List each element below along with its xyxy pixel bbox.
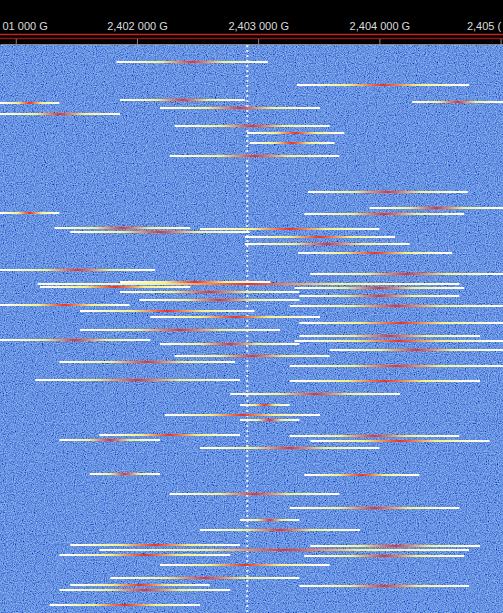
burst (170, 493, 340, 495)
burst (299, 585, 469, 587)
burst (290, 365, 503, 367)
burst (150, 316, 320, 318)
burst (290, 305, 503, 307)
burst (59, 589, 230, 591)
burst (297, 84, 469, 86)
tick-label: 01 000 G (3, 20, 48, 32)
burst (90, 473, 160, 475)
burst (160, 107, 320, 109)
burst (290, 380, 480, 382)
burst (80, 310, 255, 312)
burst (50, 604, 200, 606)
burst (160, 343, 299, 345)
burst (0, 102, 59, 104)
burst (304, 474, 419, 476)
burst (298, 252, 452, 254)
burst (38, 283, 460, 285)
burst (35, 379, 240, 381)
burst (304, 555, 464, 557)
burst (299, 322, 503, 324)
burst (247, 132, 344, 134)
burst (59, 554, 230, 556)
burst (120, 99, 245, 101)
range-bar (0, 38, 503, 40)
tick: 01 000 G (3, 20, 48, 44)
burst (99, 549, 469, 551)
burst (175, 125, 330, 127)
burst (295, 340, 503, 342)
burst (304, 213, 464, 215)
burst (290, 435, 460, 437)
burst (139, 299, 299, 301)
burst (295, 287, 465, 289)
burst (290, 507, 460, 509)
tick-label: 2,405 ( (467, 20, 502, 32)
burst (299, 295, 459, 297)
burst (230, 393, 400, 395)
burst (330, 349, 503, 351)
burst (116, 61, 268, 63)
burst (200, 228, 379, 230)
burst (160, 564, 330, 566)
burst (240, 419, 299, 421)
burst (240, 404, 290, 406)
burst (0, 304, 130, 306)
tick-label: 2,404 000 G (350, 20, 411, 32)
burst (250, 142, 335, 144)
burst (0, 269, 155, 271)
burst (245, 243, 410, 245)
burst (245, 236, 395, 238)
burst (55, 227, 191, 229)
burst (240, 519, 299, 521)
tick-label: 2,403 000 G (228, 20, 289, 32)
tick-mark (16, 39, 17, 44)
burst (308, 191, 468, 193)
tick-label: 2,402 000 G (107, 20, 168, 32)
tick: 2,405 ( (467, 20, 502, 44)
burst (299, 335, 480, 337)
burst (0, 212, 59, 214)
header (0, 0, 503, 45)
x-axis: 01 000 G 2,402 000 G 2,403 000 G 2,404 000 … (1, 20, 503, 45)
tick: 2,402 000 G (107, 20, 168, 44)
burst (80, 329, 280, 331)
burst (175, 355, 330, 357)
burst (120, 281, 270, 283)
burst (200, 529, 360, 531)
burst (200, 447, 379, 449)
burst (0, 113, 120, 115)
burst (120, 291, 299, 293)
plot-area (0, 45, 503, 613)
burst (170, 155, 340, 157)
burst (0, 339, 150, 341)
burst (110, 577, 299, 579)
tick-mark (379, 39, 380, 44)
tick-mark (258, 39, 259, 44)
tick-mark (501, 39, 502, 44)
tick-mark (137, 39, 138, 44)
burst (70, 544, 240, 546)
burst (310, 440, 489, 442)
burst (310, 273, 503, 275)
burst (70, 231, 249, 233)
burst (59, 361, 235, 363)
tick: 2,403 000 G (228, 20, 289, 44)
noise (0, 45, 503, 613)
burst (99, 434, 240, 436)
background (0, 45, 503, 613)
burst (412, 101, 503, 103)
burst (40, 286, 190, 288)
axis-line (1, 44, 503, 45)
burst (165, 414, 320, 416)
burst (310, 545, 480, 547)
tick: 2,404 000 G (350, 20, 411, 44)
burst (59, 439, 160, 441)
burst (70, 584, 209, 586)
range-bar (0, 34, 503, 36)
waterfall-chart: 01 000 G 2,402 000 G 2,403 000 G 2,404 000 … (0, 0, 503, 613)
burst (370, 207, 503, 209)
